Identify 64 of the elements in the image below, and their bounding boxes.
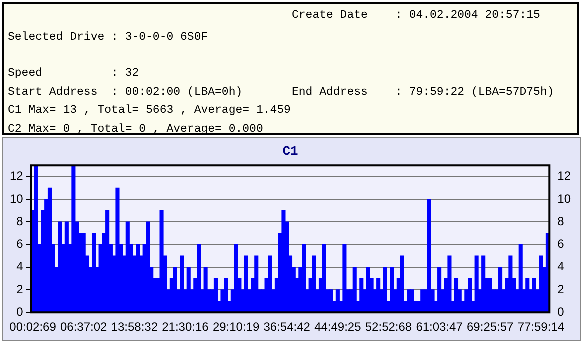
bar xyxy=(383,267,388,312)
bar xyxy=(268,256,272,312)
x-tick-label: 21:30:16 xyxy=(162,320,210,334)
text: Selected Drive : 3-0-0-0 6S0F xyxy=(8,30,208,44)
bar xyxy=(302,244,306,312)
y2-tick-label: 10 xyxy=(558,192,572,206)
y-tick-label: 10 xyxy=(10,192,24,206)
text: Start Address : 00:02:00 (LBA=0h) xyxy=(8,86,243,99)
text: Speed : 32 xyxy=(8,67,140,80)
bar xyxy=(427,199,432,312)
bar xyxy=(342,244,347,312)
y-tick-label: 12 xyxy=(10,169,24,184)
bar xyxy=(400,256,404,312)
bar xyxy=(116,188,120,312)
bar xyxy=(329,290,334,312)
bar xyxy=(244,256,248,312)
y2-tick-label: 4 xyxy=(558,260,565,274)
x-tick-label: 13:58:32 xyxy=(111,320,158,334)
bar xyxy=(438,267,442,312)
bar xyxy=(336,290,340,312)
bar xyxy=(146,222,150,312)
bar xyxy=(468,278,472,312)
x-tick-label: 36:54:42 xyxy=(264,320,311,334)
bar xyxy=(508,256,513,312)
y2-tick-label: 2 xyxy=(558,282,565,296)
x-tick-label: 06:37:02 xyxy=(60,320,108,334)
y2-tick-label: 0 xyxy=(558,304,565,319)
text: End Address : 79:59:22 (LBA=57D75h) xyxy=(292,86,554,99)
bar xyxy=(72,166,76,312)
bar xyxy=(106,210,110,312)
x-tick-label: 00:02:69 xyxy=(10,320,57,334)
y-tick-label: 0 xyxy=(16,304,24,319)
x-tick-label: 69:25:57 xyxy=(467,320,514,334)
y2-tick-label: 8 xyxy=(558,214,565,228)
x-tick-label: 44:49:25 xyxy=(314,320,362,334)
bar xyxy=(160,210,164,312)
bar xyxy=(214,278,218,312)
bar xyxy=(410,290,414,312)
bar xyxy=(180,256,184,312)
bar xyxy=(48,188,52,312)
y-tick-label: 2 xyxy=(16,282,24,296)
y-tick-label: 8 xyxy=(16,214,24,228)
x-tick-label: 77:59:14 xyxy=(518,320,565,334)
x-tick-label: 29:10:19 xyxy=(212,320,260,334)
y-tick-label: 4 xyxy=(16,260,24,274)
bar xyxy=(34,166,38,312)
bar xyxy=(312,256,316,312)
y2-tick-label: 12 xyxy=(558,169,572,184)
text: Create Date : 04.02.2004 20:57:15 xyxy=(292,8,540,22)
bar xyxy=(482,256,486,312)
y-tick-label: 6 xyxy=(16,237,24,252)
bar xyxy=(92,233,96,312)
text: C1 Max= 13 , Total= 5663 , Average= 1.459 xyxy=(8,104,291,118)
bar xyxy=(352,267,357,312)
x-tick-label: 52:52:68 xyxy=(365,320,412,334)
bar xyxy=(448,256,452,312)
bar xyxy=(197,244,202,312)
bar xyxy=(498,267,503,312)
x-tick-label: 61:03:47 xyxy=(416,320,464,334)
chart-title: C1 xyxy=(282,144,298,160)
y2-tick-label: 6 xyxy=(558,237,565,252)
bar xyxy=(224,278,228,312)
bar xyxy=(254,256,259,312)
bar xyxy=(390,267,394,312)
